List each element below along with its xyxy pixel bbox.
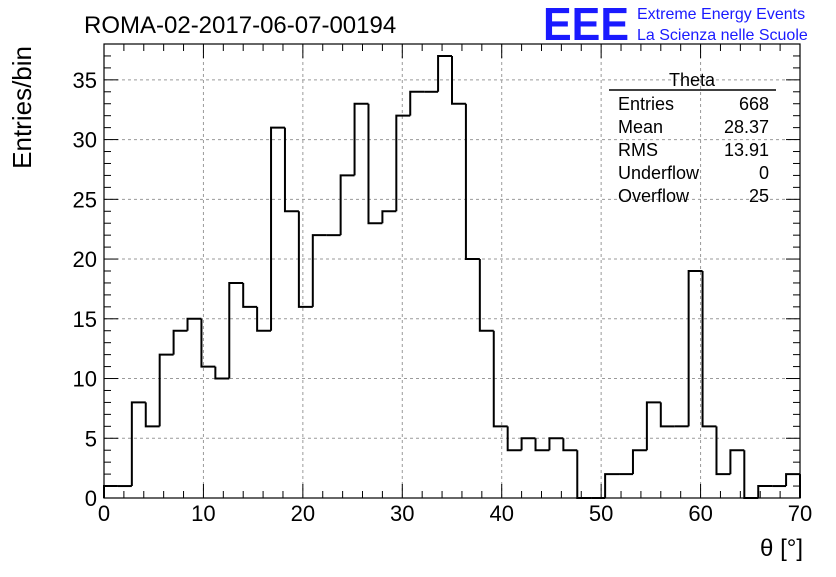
histogram-bin (478, 259, 494, 332)
y-axis-title: Entries/bin (7, 46, 37, 169)
histogram-bin (283, 127, 299, 213)
histogram-bin (381, 210, 397, 224)
x-tick-label: 0 (98, 501, 110, 526)
histogram-bin (715, 426, 731, 476)
x-tick-label: 60 (688, 501, 712, 526)
histogram-bin (548, 437, 564, 451)
histogram-bin (437, 54, 452, 92)
histogram-bin (409, 90, 425, 116)
stats-box-title: Theta (669, 70, 716, 90)
y-tick-labels: 0 5 10 15 20 25 30 35 (73, 68, 97, 511)
histogram-bin (757, 485, 773, 498)
histogram-bin (562, 438, 578, 452)
axis-ticks (103, 43, 801, 499)
y-tick-label: 30 (73, 128, 97, 153)
histogram-bin (297, 211, 313, 308)
histogram-bin (186, 317, 202, 331)
histogram-bin (367, 103, 383, 225)
stats-value: 0 (759, 163, 769, 183)
x-tick-label: 10 (191, 501, 215, 526)
histogram-bin (200, 318, 216, 368)
logo-line-2: La Scienza nelle Scuole (637, 27, 808, 44)
histogram-bin (353, 102, 369, 176)
stats-label: Underflow (618, 163, 700, 183)
histogram-bin (520, 437, 536, 451)
eee-logo: EEE Extreme Energy Events La Scienza nel… (543, 0, 808, 50)
histogram-bin (729, 449, 745, 475)
histogram-bin (506, 426, 522, 452)
x-tick-label: 50 (589, 501, 613, 526)
stats-value: 13.91 (724, 140, 769, 160)
x-tick-labels: 0 10 20 30 40 50 60 70 (98, 501, 812, 526)
histogram-bin (645, 401, 661, 451)
y-tick-label: 20 (73, 247, 97, 272)
y-tick-label: 15 (73, 307, 97, 332)
x-tick-label: 40 (489, 501, 513, 526)
histogram-bin (464, 103, 480, 261)
y-tick-label: 25 (73, 187, 97, 212)
stats-label: Entries (618, 94, 674, 114)
histogram-bin (228, 281, 244, 379)
chart-title: ROMA-02-2017-06-07-00194 (84, 12, 396, 39)
histogram-bin (604, 473, 620, 498)
histogram-bin (492, 330, 508, 428)
x-axis-title: θ [°] (760, 535, 803, 562)
y-tick-label: 5 (85, 426, 97, 451)
histogram-bin (659, 402, 675, 428)
eee-logo-mark: EEE (543, 0, 629, 50)
histogram-bin (395, 114, 411, 212)
histogram-bin (144, 402, 160, 428)
histogram-bin (701, 271, 717, 428)
histogram-bin (687, 270, 703, 427)
stats-label: Mean (618, 117, 663, 137)
y-tick-label: 0 (85, 486, 97, 511)
histogram-bin (158, 353, 174, 427)
histogram-bin (256, 306, 272, 332)
histogram-bin (214, 366, 230, 380)
stats-value: 25 (749, 186, 769, 206)
y-tick-label: 10 (73, 367, 97, 392)
histogram-bin (242, 282, 258, 308)
x-tick-label: 30 (390, 501, 414, 526)
histogram-bin (339, 174, 355, 236)
y-tick-label: 35 (73, 68, 97, 93)
histogram-bin (451, 55, 466, 105)
logo-line-1: Extreme Energy Events (637, 6, 805, 23)
histogram-bin (270, 126, 285, 331)
stats-value: 28.37 (724, 117, 769, 137)
histogram-bin (631, 449, 647, 475)
stats-box: Theta Entries 668 Mean 28.37 RMS 13.91 Underfl… (609, 70, 776, 206)
x-tick-label: 70 (788, 501, 812, 526)
x-tick-label: 20 (291, 501, 315, 526)
grid-lines (104, 44, 800, 498)
histogram-bin (130, 401, 146, 487)
stats-label: RMS (618, 140, 658, 160)
stats-value: 668 (739, 94, 769, 114)
stats-label: Overflow (618, 186, 690, 206)
histogram-bin (534, 438, 550, 452)
histogram-bin (311, 234, 327, 307)
histogram-bin (172, 329, 188, 355)
